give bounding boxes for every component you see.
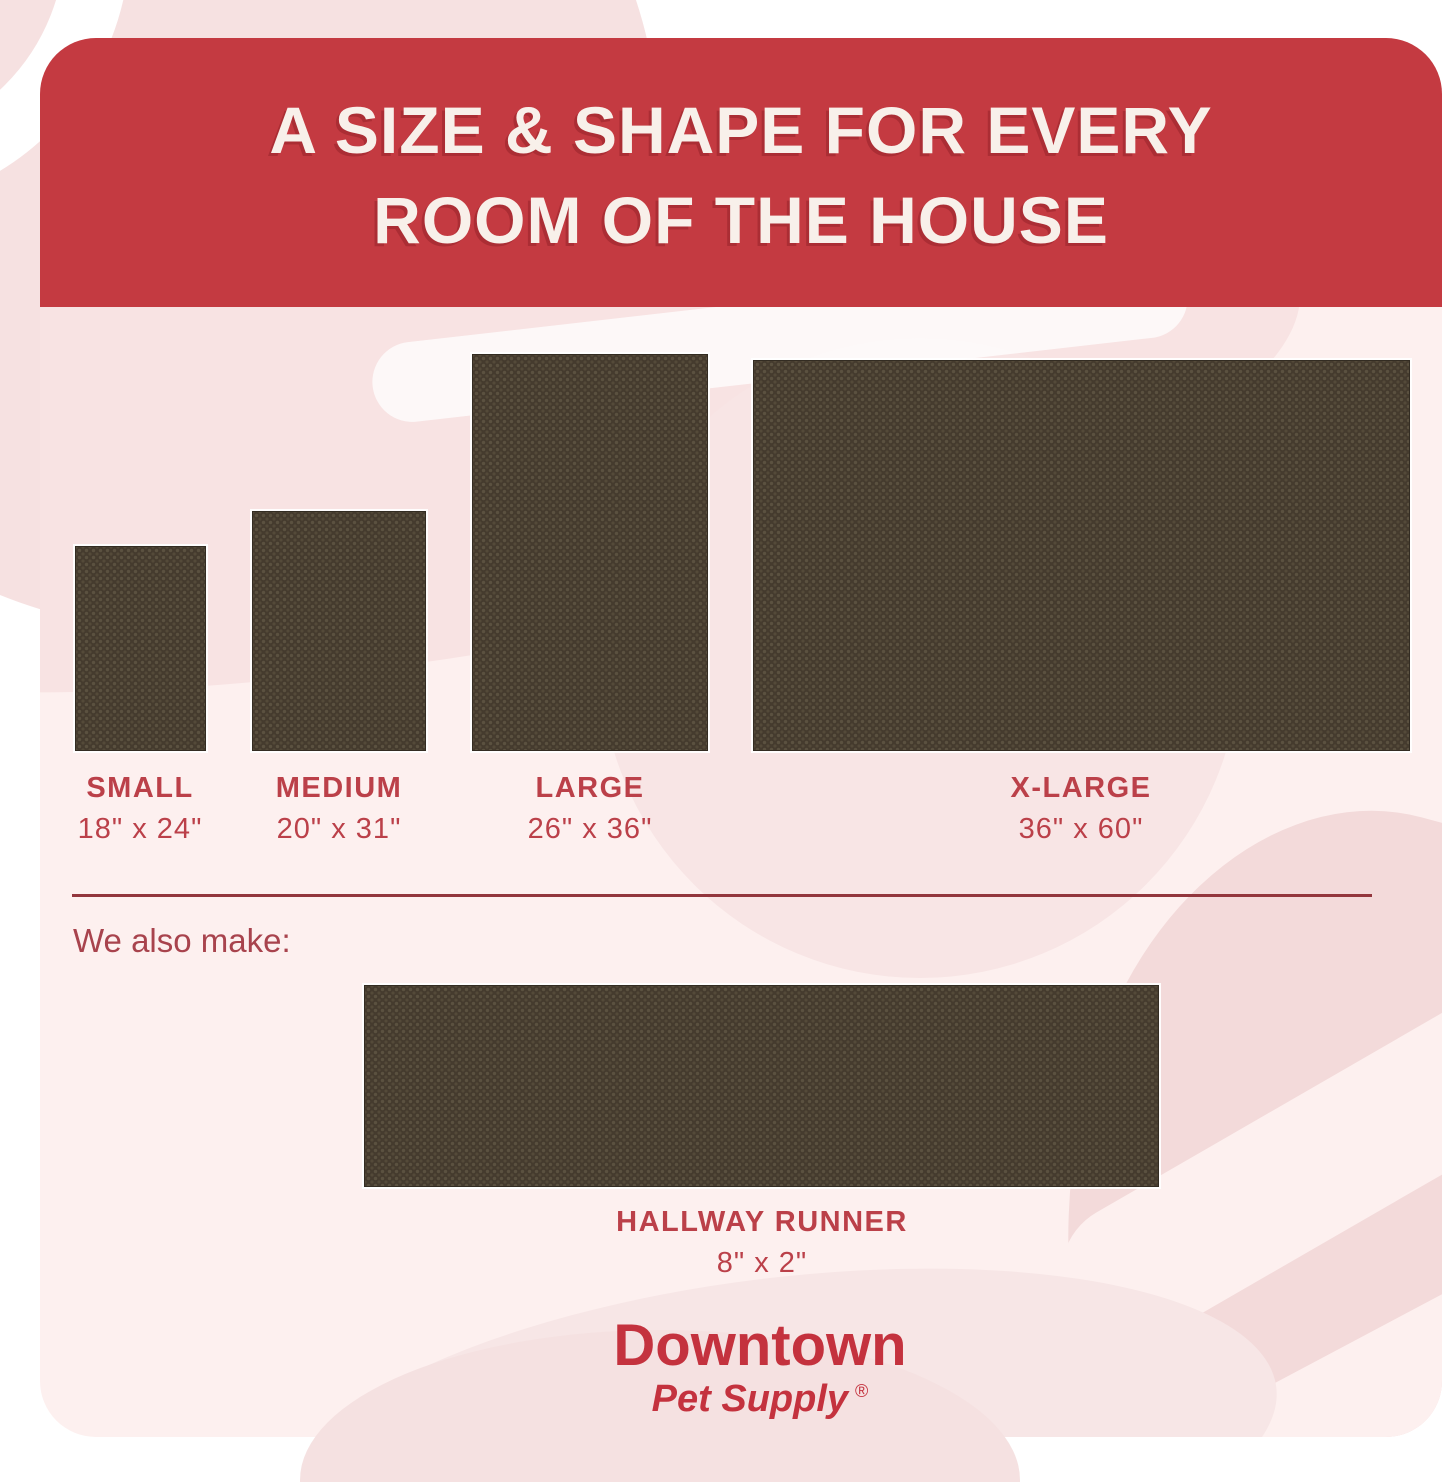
size-dimensions: 36" x 60" (1018, 813, 1144, 845)
header-banner: A SIZE & SHAPE FOR EVERY ROOM OF THE HOU… (40, 38, 1442, 307)
size-name: LARGE (535, 772, 645, 804)
size-dimensions: 18" x 24" (77, 813, 203, 845)
rug-swatch-medium (252, 511, 426, 751)
brand-logo: Downtown Pet Supply ® (470, 1316, 1050, 1421)
size-name: MEDIUM (275, 772, 403, 804)
size-name: SMALL (86, 772, 194, 804)
size-label-xlarge: X-LARGE 36" x 60" (956, 772, 1206, 846)
rug-swatch-hallway-runner (364, 985, 1159, 1187)
rug-swatch-large (472, 354, 708, 751)
brand-name: Downtown (613, 1313, 907, 1378)
size-label-hallway-runner: HALLWAY RUNNER 8" x 2" (512, 1206, 1012, 1280)
size-dimensions: 26" x 36" (527, 813, 653, 845)
brand-subtitle-text: Pet Supply (651, 1378, 849, 1420)
size-dimensions: 8" x 2" (716, 1247, 808, 1279)
size-label-medium: MEDIUM 20" x 31" (214, 772, 464, 846)
title-line-2: ROOM OF THE HOUSE (373, 183, 1109, 257)
page-title: A SIZE & SHAPE FOR EVERY ROOM OF THE HOU… (40, 85, 1442, 265)
registered-mark: ® (855, 1381, 869, 1402)
size-name: HALLWAY RUNNER (616, 1206, 908, 1238)
size-dimensions: 20" x 31" (276, 813, 402, 845)
size-label-large: LARGE 26" x 36" (465, 772, 715, 846)
size-name: X-LARGE (1010, 772, 1152, 804)
size-label-small: SMALL 18" x 24" (15, 772, 265, 846)
rug-swatch-small (75, 546, 206, 751)
rug-swatch-xlarge (753, 360, 1410, 751)
also-make-text: We also make: (73, 922, 291, 959)
brand-subtitle: Pet Supply ® (470, 1378, 1050, 1421)
title-line-1: A SIZE & SHAPE FOR EVERY (269, 93, 1213, 167)
divider-line (72, 894, 1372, 897)
